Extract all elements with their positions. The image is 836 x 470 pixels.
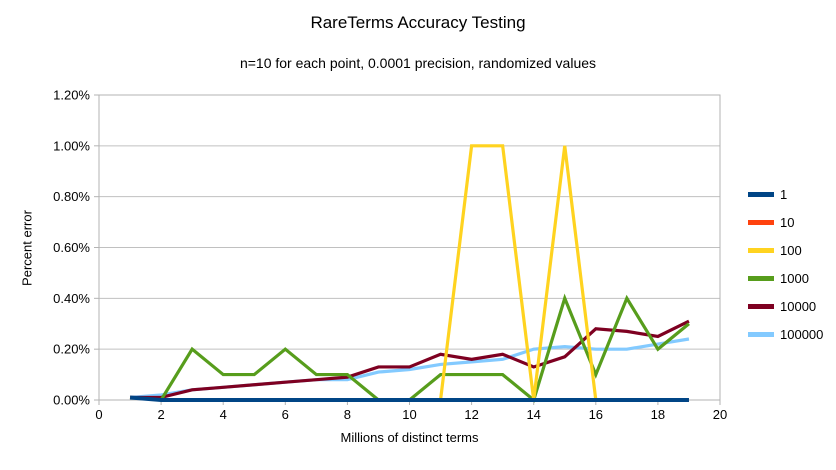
legend-swatch [748,219,774,225]
x-tick-label: 14 [526,407,540,422]
y-tick-label: 1.20% [53,88,90,103]
x-tick-label: 8 [344,407,351,422]
y-tick-label: 1.00% [53,138,90,153]
y-tick-label: 0.80% [53,189,90,204]
legend-swatch [748,303,774,309]
x-tick-label: 6 [282,407,289,422]
x-tick-label: 12 [464,407,478,422]
legend-label: 100000 [780,326,824,342]
legend-item-1: 1 [748,180,823,208]
legend-swatch [748,275,774,281]
legend-label: 1 [780,186,788,202]
legend-item-1000: 1000 [748,264,823,292]
x-tick-label: 0 [95,407,102,422]
legend: 1 10 100 1000 10000 100000 [748,180,823,348]
legend-swatch [748,191,774,197]
x-tick-label: 16 [589,407,603,422]
legend-item-100000: 100000 [748,320,823,348]
legend-item-100: 100 [748,236,823,264]
y-tick-label: 0.40% [53,291,90,306]
x-axis-title: Millions of distinct terms [340,430,479,445]
legend-item-10000: 10000 [748,292,823,320]
x-tick-label: 2 [157,407,164,422]
x-tick-label: 20 [713,407,727,422]
y-tick-label: 0.60% [53,240,90,255]
x-tick-label: 18 [651,407,665,422]
x-tick-label: 4 [220,407,227,422]
chart-subtitle: n=10 for each point, 0.0001 precision, r… [239,55,597,71]
y-tick-label: 0.20% [53,342,90,357]
legend-label: 1000 [780,270,809,286]
legend-item-10: 10 [748,208,823,236]
chart-title: RareTerms Accuracy Testing [310,13,526,32]
legend-swatch [748,331,774,337]
legend-label: 10 [780,214,795,230]
legend-label: 10000 [780,298,817,314]
y-tick-label: 0.00% [53,393,90,408]
legend-label: 100 [780,242,802,258]
x-tick-label: 10 [402,407,416,422]
series-line-100 [129,144,689,402]
series-line-1 [129,395,689,402]
series-line-10000 [130,319,690,400]
legend-swatch [748,247,774,253]
